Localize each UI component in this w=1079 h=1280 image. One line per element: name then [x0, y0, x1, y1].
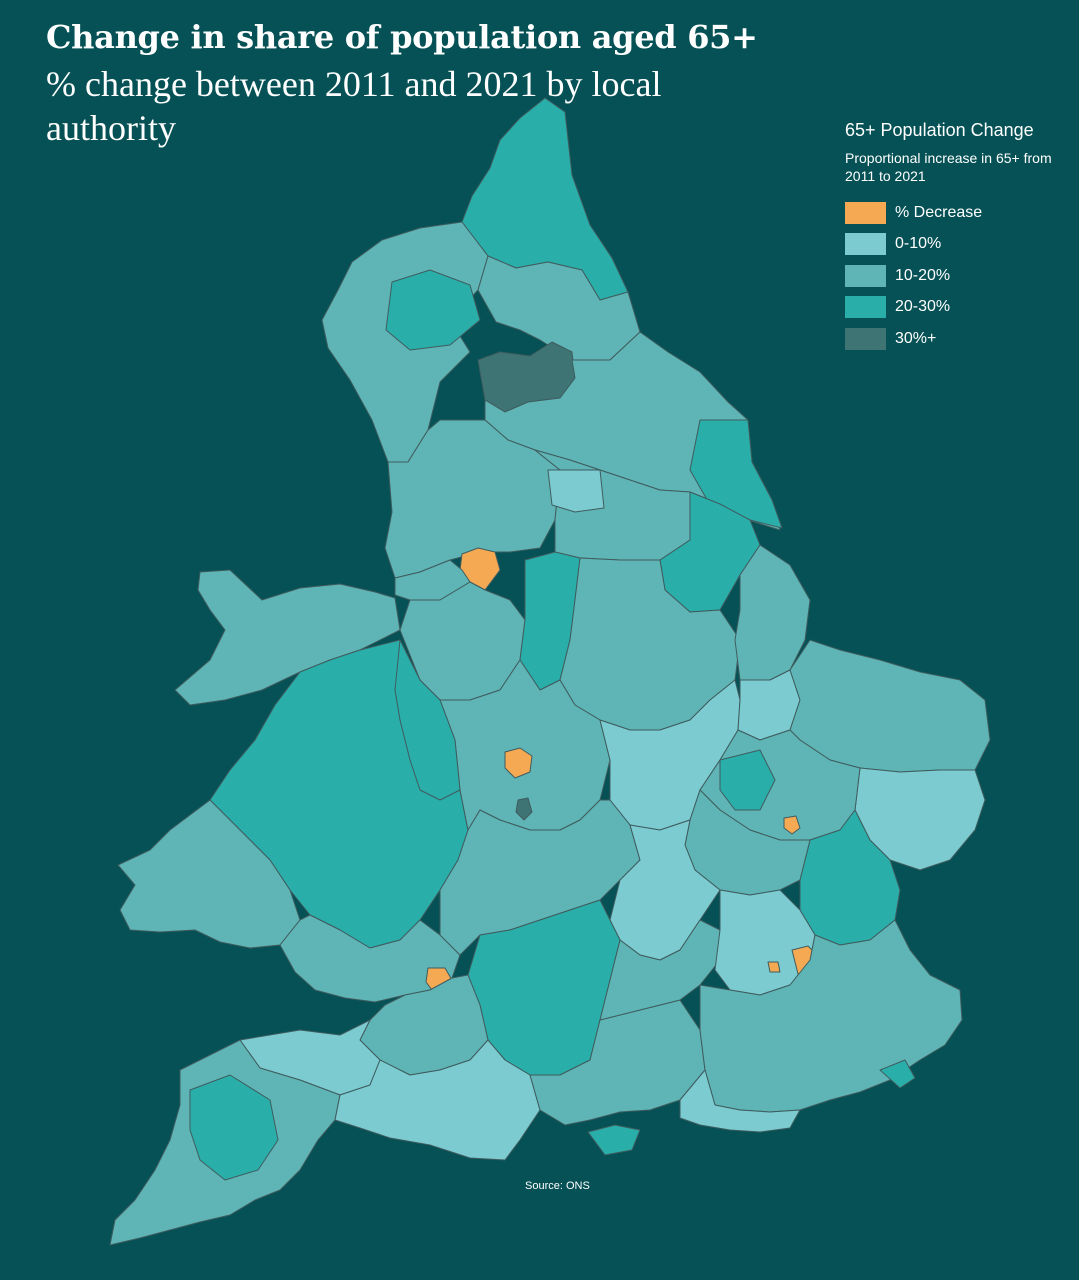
chart-subtitle: % change between 2011 and 2021 by local … — [46, 64, 662, 148]
legend-swatch — [845, 327, 886, 350]
source-note: Source: ONS — [525, 1180, 590, 1192]
legend-label: 20-30% — [895, 298, 951, 316]
region-midlands-shropshire — [394, 639, 461, 801]
legend-item-decrease: % Decrease — [845, 197, 1055, 229]
region-london-decrease-small — [767, 961, 781, 973]
region-north-0-10a — [547, 469, 605, 513]
region-east-beds — [719, 749, 776, 811]
region-east-decrease-cambridge — [783, 815, 801, 835]
legend-item-0-10: 0-10% — [845, 229, 1055, 261]
region-north-cumbria-inner — [385, 269, 481, 351]
map-legend: 65+ Population Change Proportional incre… — [845, 120, 1055, 355]
legend-item-20-30: 20-30% — [845, 292, 1055, 324]
region-midlands-decrease-birmingham — [504, 747, 533, 779]
region-east-norfolk — [789, 639, 991, 773]
legend-title: 65+ Population Change — [845, 120, 1034, 140]
region-north-lancashire — [384, 419, 561, 579]
legend-item-10-20: 10-20% — [845, 260, 1055, 292]
legend-description: Proportional increase in 65+ from 2011 t… — [845, 150, 1052, 184]
legend-item-30-plus: 30%+ — [845, 323, 1055, 355]
legend-swatch — [845, 233, 886, 256]
region-midlands-30plus — [515, 797, 533, 821]
region-south-sussex — [679, 1069, 801, 1133]
region-south-dartmoor — [189, 1074, 279, 1181]
legend-swatch — [845, 296, 886, 319]
legend-label: 0-10% — [895, 235, 942, 253]
region-south-isle-of-wight — [587, 1124, 641, 1156]
region-wales-west — [117, 799, 301, 949]
legend-swatch — [845, 264, 886, 287]
legend-label: % Decrease — [895, 203, 983, 221]
chart-title: Change in share of population aged 65+ — [46, 18, 758, 56]
legend-swatch — [845, 201, 886, 224]
region-south-kent-coast — [879, 1059, 916, 1089]
legend-label: 10-20% — [895, 266, 951, 284]
legend-label: 30%+ — [895, 329, 937, 347]
